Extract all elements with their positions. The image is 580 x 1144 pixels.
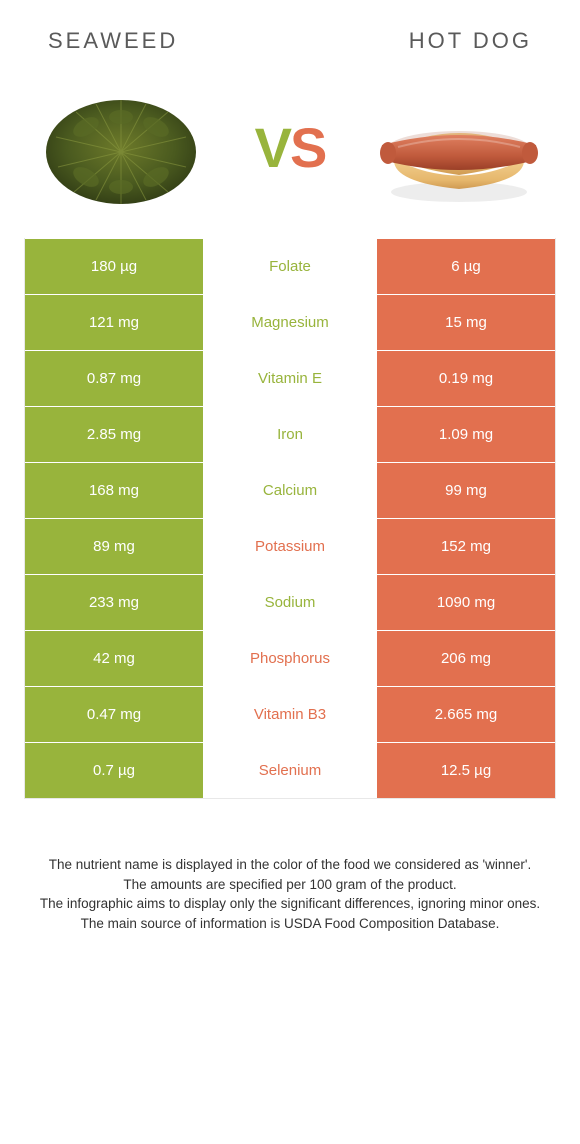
table-row: 233 mgSodium1090 mg xyxy=(25,574,555,630)
footer-line-3: The infographic aims to display only the… xyxy=(30,894,550,914)
table-row: 121 mgMagnesium15 mg xyxy=(25,294,555,350)
left-value: 233 mg xyxy=(25,575,203,630)
nutrient-label: Selenium xyxy=(203,743,377,798)
nutrient-label: Sodium xyxy=(203,575,377,630)
vs-v: V xyxy=(255,116,290,179)
right-value: 15 mg xyxy=(377,295,555,350)
right-value: 1090 mg xyxy=(377,575,555,630)
vs-s: S xyxy=(290,116,325,179)
right-value: 152 mg xyxy=(377,519,555,574)
nutrient-label: Phosphorus xyxy=(203,631,377,686)
left-value: 180 µg xyxy=(25,239,203,294)
right-value: 206 mg xyxy=(377,631,555,686)
nutrient-label: Potassium xyxy=(203,519,377,574)
nutrient-table: 180 µgFolate6 µg121 mgMagnesium15 mg0.87… xyxy=(24,238,556,799)
right-value: 0.19 mg xyxy=(377,351,555,406)
images-row: VS xyxy=(0,62,580,238)
nutrient-label: Iron xyxy=(203,407,377,462)
nutrient-label: Vitamin B3 xyxy=(203,687,377,742)
table-row: 2.85 mgIron1.09 mg xyxy=(25,406,555,462)
table-row: 42 mgPhosphorus206 mg xyxy=(25,630,555,686)
right-value: 12.5 µg xyxy=(377,743,555,798)
footer-line-1: The nutrient name is displayed in the co… xyxy=(30,855,550,875)
right-value: 1.09 mg xyxy=(377,407,555,462)
nutrient-label: Folate xyxy=(203,239,377,294)
seaweed-icon xyxy=(36,82,206,212)
footer-line-2: The amounts are specified per 100 gram o… xyxy=(30,875,550,895)
right-food-title: Hot dog xyxy=(409,28,532,54)
table-row: 180 µgFolate6 µg xyxy=(25,238,555,294)
nutrient-label: Calcium xyxy=(203,463,377,518)
table-row: 168 mgCalcium99 mg xyxy=(25,462,555,518)
left-value: 2.85 mg xyxy=(25,407,203,462)
vs-label: VS xyxy=(255,115,326,180)
table-row: 89 mgPotassium152 mg xyxy=(25,518,555,574)
footer-line-4: The main source of information is USDA F… xyxy=(30,914,550,934)
left-value: 42 mg xyxy=(25,631,203,686)
left-value: 89 mg xyxy=(25,519,203,574)
left-value: 0.87 mg xyxy=(25,351,203,406)
right-value: 99 mg xyxy=(377,463,555,518)
header-row: Seaweed Hot dog xyxy=(0,0,580,62)
table-row: 0.47 mgVitamin B32.665 mg xyxy=(25,686,555,742)
table-row: 0.87 mgVitamin E0.19 mg xyxy=(25,350,555,406)
right-value: 2.665 mg xyxy=(377,687,555,742)
left-value: 0.7 µg xyxy=(25,743,203,798)
footer-text: The nutrient name is displayed in the co… xyxy=(0,799,580,933)
nutrient-label: Magnesium xyxy=(203,295,377,350)
left-food-title: Seaweed xyxy=(48,28,178,54)
left-value: 168 mg xyxy=(25,463,203,518)
hotdog-icon xyxy=(374,82,544,212)
table-row: 0.7 µgSelenium12.5 µg xyxy=(25,742,555,798)
nutrient-label: Vitamin E xyxy=(203,351,377,406)
right-value: 6 µg xyxy=(377,239,555,294)
left-value: 0.47 mg xyxy=(25,687,203,742)
left-value: 121 mg xyxy=(25,295,203,350)
